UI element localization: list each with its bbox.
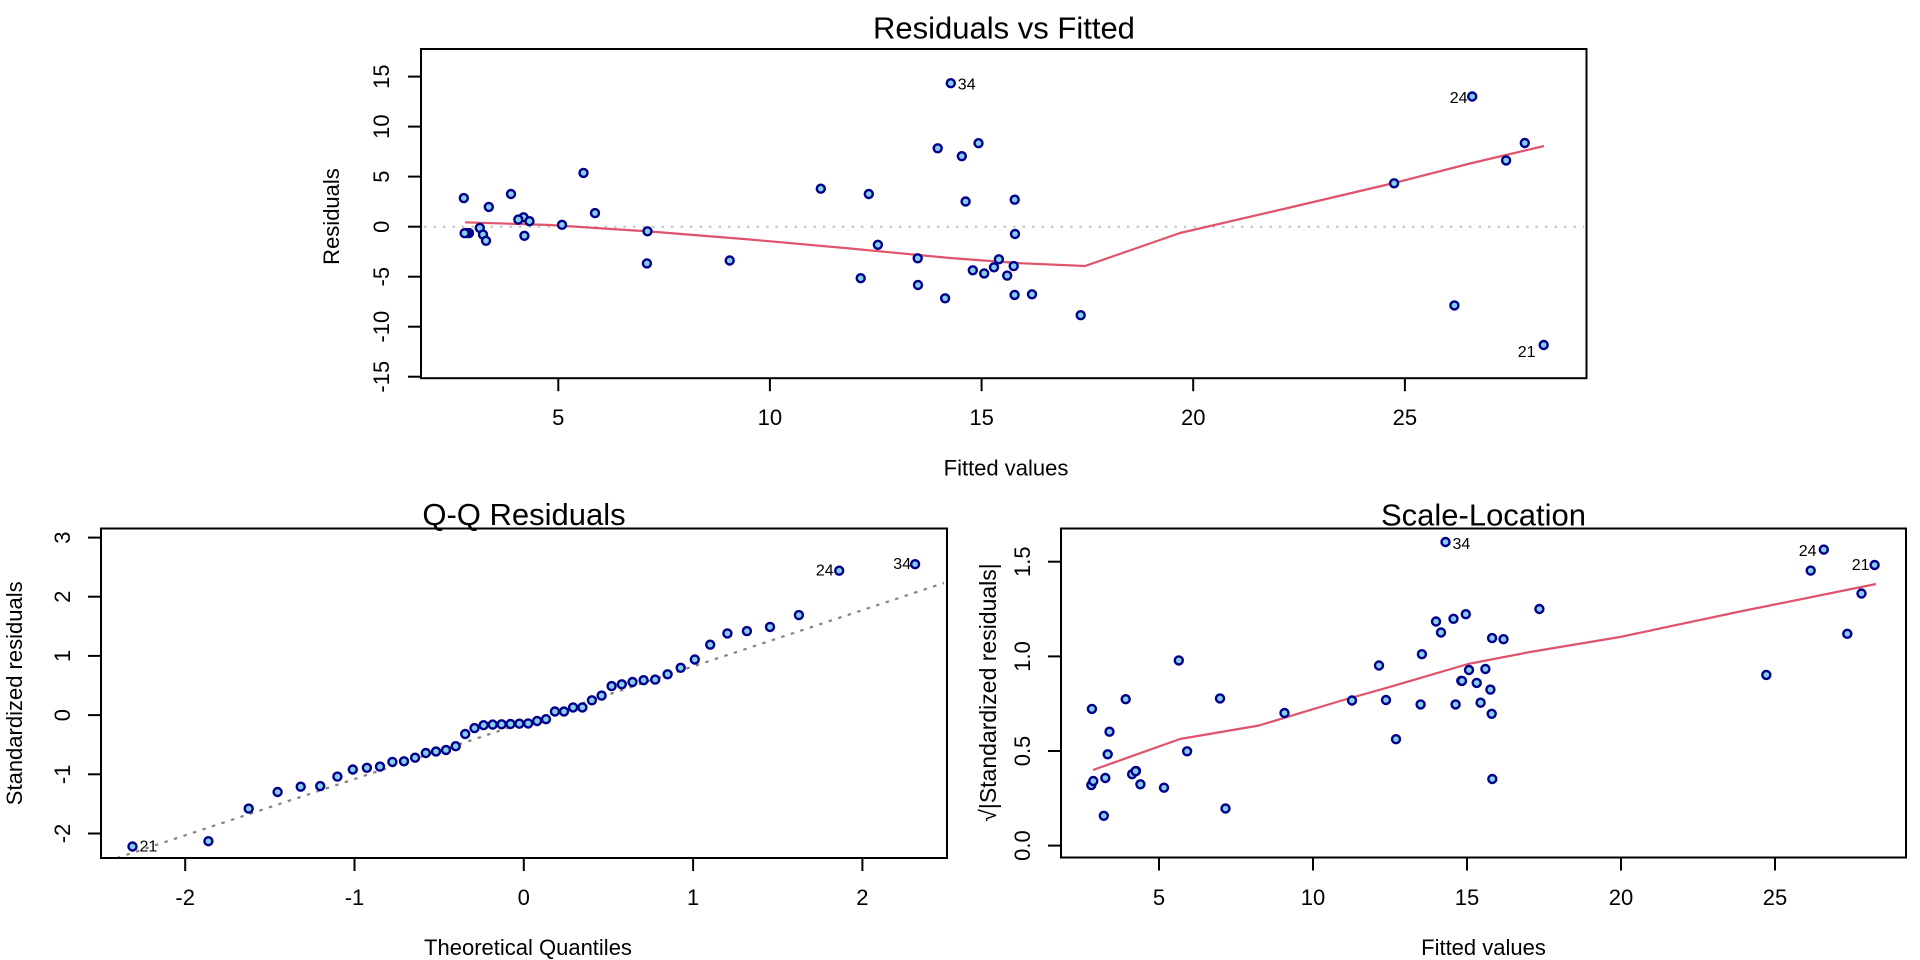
svg-text:0.5: 0.5 — [1010, 736, 1035, 767]
svg-text:-1: -1 — [50, 765, 75, 785]
svg-text:-15: -15 — [369, 361, 394, 393]
svg-text:15: 15 — [369, 64, 394, 88]
svg-text:24: 24 — [1799, 543, 1817, 560]
svg-text:15: 15 — [1455, 885, 1479, 910]
svg-text:10: 10 — [758, 405, 782, 430]
svg-text:-10: -10 — [369, 311, 394, 343]
svg-text:10: 10 — [1301, 885, 1325, 910]
svg-text:Residuals: Residuals — [319, 168, 344, 265]
svg-text:10: 10 — [369, 114, 394, 138]
svg-text:√|Standardized residuals|: √|Standardized residuals| — [975, 563, 1001, 822]
svg-text:15: 15 — [969, 405, 993, 430]
svg-text:24: 24 — [816, 563, 834, 580]
svg-text:Scale-Location: Scale-Location — [1381, 498, 1586, 533]
svg-text:-2: -2 — [175, 885, 195, 910]
svg-text:34: 34 — [893, 556, 911, 573]
svg-text:21: 21 — [1518, 344, 1536, 361]
svg-text:1: 1 — [50, 650, 75, 662]
svg-text:Theoretical Quantiles: Theoretical Quantiles — [424, 935, 632, 960]
svg-text:-1: -1 — [345, 885, 365, 910]
svg-text:25: 25 — [1763, 885, 1787, 910]
svg-text:34: 34 — [958, 77, 976, 94]
svg-text:1.5: 1.5 — [1010, 546, 1035, 577]
svg-text:2: 2 — [50, 591, 75, 603]
svg-text:5: 5 — [552, 405, 564, 430]
svg-text:0: 0 — [50, 709, 75, 721]
svg-text:21: 21 — [1852, 557, 1870, 574]
svg-text:1: 1 — [687, 885, 699, 910]
svg-text:0: 0 — [518, 885, 530, 910]
svg-text:2: 2 — [856, 885, 868, 910]
svg-text:-2: -2 — [50, 824, 75, 844]
svg-text:0.0: 0.0 — [1010, 830, 1035, 861]
svg-text:Residuals vs Fitted: Residuals vs Fitted — [873, 11, 1135, 46]
svg-text:-5: -5 — [369, 267, 394, 287]
svg-text:25: 25 — [1393, 405, 1417, 430]
svg-text:Fitted values: Fitted values — [1421, 935, 1546, 960]
svg-text:24: 24 — [1450, 90, 1468, 107]
svg-text:Standardized residuals: Standardized residuals — [2, 581, 27, 805]
svg-text:5: 5 — [369, 170, 394, 182]
svg-text:21: 21 — [140, 839, 158, 856]
svg-text:34: 34 — [1453, 536, 1471, 553]
svg-text:5: 5 — [1153, 885, 1165, 910]
svg-text:1.0: 1.0 — [1010, 641, 1035, 672]
svg-text:Q-Q Residuals: Q-Q Residuals — [422, 497, 625, 532]
svg-text:3: 3 — [50, 531, 75, 543]
svg-text:20: 20 — [1181, 405, 1205, 430]
svg-text:0: 0 — [369, 221, 394, 233]
svg-text:20: 20 — [1609, 885, 1633, 910]
svg-text:Fitted values: Fitted values — [944, 455, 1069, 480]
